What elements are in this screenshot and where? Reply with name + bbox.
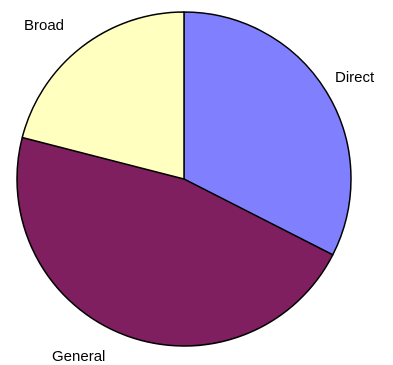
pie-slice-direct: [183, 11, 352, 256]
slice-label-broad: Broad: [24, 17, 64, 34]
slice-label-general: General: [52, 348, 105, 365]
slice-label-direct: Direct: [335, 69, 375, 86]
slice-layer: [16, 11, 352, 347]
pie-slice-general: [16, 136, 334, 347]
pie-slice-broad: [21, 11, 185, 180]
